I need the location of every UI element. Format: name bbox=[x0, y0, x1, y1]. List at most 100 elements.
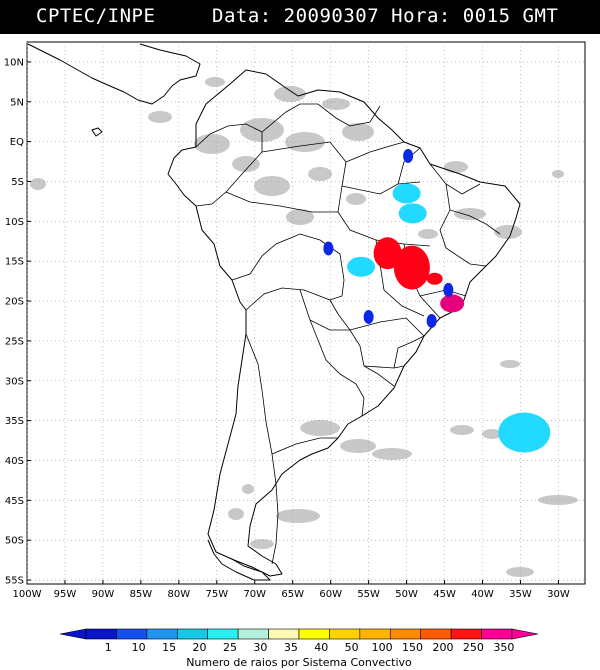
latitude-labels: 10N 5N EQ 5S 10S 15S 20S 25S 30S 35S 40S 45S 50S 55S bbox=[4, 57, 31, 587]
country-borders bbox=[195, 103, 501, 565]
cloud bbox=[538, 495, 578, 505]
lat-tick-label: EQ bbox=[10, 137, 24, 148]
legend-label: 150 bbox=[402, 641, 423, 654]
legend-label: 10 bbox=[132, 641, 146, 654]
title-bar: CPTEC/INPE Data: 20090307 Hora: 0015 GMT bbox=[0, 0, 600, 34]
border bbox=[393, 335, 425, 369]
cloud bbox=[454, 208, 486, 220]
cloud bbox=[340, 439, 376, 453]
cloud bbox=[342, 123, 374, 141]
legend-label: 250 bbox=[463, 641, 484, 654]
cloud bbox=[322, 98, 350, 110]
legend-label: 1 bbox=[105, 641, 112, 654]
lon-tick-label: 45W bbox=[433, 589, 456, 599]
legend-swatch bbox=[237, 628, 269, 640]
legend-arrow-right bbox=[511, 628, 539, 640]
legend-swatch bbox=[176, 628, 209, 640]
legend-label: 25 bbox=[223, 641, 237, 654]
lat-tick-label: 25S bbox=[5, 336, 24, 347]
border bbox=[309, 319, 365, 417]
convective-system bbox=[443, 282, 454, 297]
galapagos-island bbox=[91, 127, 103, 137]
date-value: 20090307 bbox=[283, 5, 380, 27]
lon-tick-label: 90W bbox=[92, 589, 115, 599]
lon-tick-label: 65W bbox=[281, 589, 304, 599]
cloud bbox=[308, 167, 332, 181]
border bbox=[445, 183, 501, 235]
cloud bbox=[286, 209, 314, 225]
border bbox=[261, 103, 381, 133]
border bbox=[429, 163, 481, 195]
longitude-labels: 100W 95W 90W 85W 80W 75W 70W 65W 60W 55W 50W 45W 40W… bbox=[13, 580, 570, 599]
legend-title: Numero de raios por Sistema Convectivo bbox=[186, 656, 412, 669]
cloud bbox=[494, 225, 522, 239]
lon-tick-label: 35W bbox=[509, 589, 532, 599]
border bbox=[271, 437, 338, 455]
legend-swatch bbox=[389, 628, 422, 640]
border bbox=[337, 313, 395, 387]
graticule bbox=[26, 42, 585, 584]
lat-tick-label: 50S bbox=[5, 536, 24, 547]
lon-tick-label: 70W bbox=[243, 589, 266, 599]
convective-system bbox=[426, 313, 437, 328]
lat-tick-label: 30S bbox=[5, 376, 24, 387]
legend-label: 100 bbox=[372, 641, 393, 654]
legend-label: 20 bbox=[193, 641, 207, 654]
central-america-outline bbox=[27, 43, 201, 105]
lat-tick-label: 20S bbox=[5, 297, 24, 308]
lon-tick-label: 100W bbox=[13, 589, 42, 599]
cloud bbox=[148, 111, 172, 123]
lat-tick-label: 45S bbox=[5, 496, 24, 507]
convective-system bbox=[347, 256, 376, 277]
convective-system bbox=[373, 237, 402, 270]
legend-swatch bbox=[329, 628, 361, 640]
lat-tick-label: 10N bbox=[4, 57, 24, 68]
convective-system bbox=[393, 245, 430, 290]
legend-label: 15 bbox=[162, 641, 176, 654]
legend-label: 350 bbox=[493, 641, 514, 654]
legend-label: 50 bbox=[345, 641, 359, 654]
legend-label: 35 bbox=[284, 641, 298, 654]
data-label: Data: bbox=[212, 5, 272, 27]
lat-tick-label: 5S bbox=[11, 177, 24, 188]
cloud bbox=[228, 508, 244, 520]
convective-system bbox=[323, 241, 334, 256]
border bbox=[345, 141, 405, 163]
map: 10N5NEQ5S10S15S20S25S30S35S40S45S50S55S … bbox=[4, 41, 586, 599]
lon-tick-label: 95W bbox=[54, 589, 77, 599]
convective-system bbox=[398, 203, 427, 224]
legend-swatch bbox=[85, 628, 117, 640]
cloud bbox=[276, 509, 320, 523]
hora-label: Hora: bbox=[391, 5, 451, 27]
border bbox=[245, 287, 339, 315]
coastline bbox=[27, 43, 521, 581]
cloud bbox=[300, 420, 340, 436]
cloud bbox=[418, 229, 438, 239]
border bbox=[349, 317, 425, 337]
cloud bbox=[552, 170, 564, 178]
legend-swatch bbox=[481, 628, 513, 640]
border bbox=[299, 289, 350, 331]
datetime-label: Data: 20090307 Hora: 0015 GMT bbox=[212, 5, 558, 27]
legend-swatch bbox=[268, 628, 300, 640]
lat-tick-label: 10S bbox=[5, 217, 24, 228]
lon-tick-label: 30W bbox=[547, 589, 570, 599]
lon-tick-label: 85W bbox=[130, 589, 153, 599]
legend-arrow-left bbox=[59, 628, 87, 640]
legend-label: 40 bbox=[314, 641, 328, 654]
agency-label: CPTEC/INPE bbox=[36, 5, 156, 27]
cloud bbox=[274, 86, 306, 102]
border bbox=[341, 181, 421, 195]
legend-labels: 1 10 15 20 25 30 35 40 50 100 150 200 250 350 bbox=[105, 641, 515, 654]
border bbox=[397, 147, 421, 185]
cloud bbox=[444, 161, 468, 173]
lon-tick-label: 50W bbox=[395, 589, 418, 599]
lat-tick-label: 40S bbox=[5, 456, 24, 467]
south-america-outline bbox=[167, 69, 521, 577]
cloud bbox=[194, 134, 230, 154]
legend-swatch bbox=[116, 628, 148, 640]
legend-swatch bbox=[146, 628, 178, 640]
cloud bbox=[250, 539, 274, 549]
cloud bbox=[242, 484, 254, 494]
cloud bbox=[240, 118, 284, 142]
